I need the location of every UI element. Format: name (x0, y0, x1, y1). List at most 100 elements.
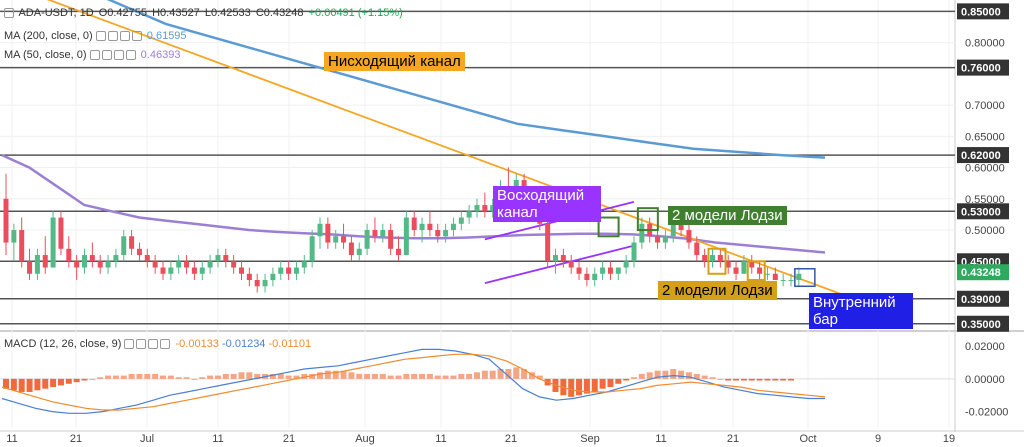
macd-histogram-bar (3, 378, 9, 389)
macd-histogram-bar (693, 373, 700, 379)
macd-histogram-bar (371, 373, 378, 379)
low-value: L0.42533 (204, 7, 251, 19)
close-icon[interactable] (119, 31, 130, 42)
macd-histogram-bar (568, 378, 575, 397)
ma200-legend[interactable]: MA (200, close, 0) 0.61595 (4, 30, 187, 42)
level-price-tag (957, 203, 1009, 220)
candle-body (191, 267, 197, 274)
macd-histogram-bar (654, 370, 661, 379)
macd-histogram-bar (623, 378, 630, 381)
eye-icon[interactable] (89, 50, 100, 61)
more-icon[interactable] (131, 31, 142, 42)
candle-body (639, 223, 645, 243)
macd-histogram-bar (42, 378, 49, 389)
macd-histogram-bar (756, 378, 763, 381)
candle-body (89, 255, 95, 262)
gear-icon[interactable] (136, 339, 147, 350)
macd-histogram-bar (528, 372, 535, 379)
macd-histogram-bar (136, 373, 143, 379)
macd-histogram-bar (57, 378, 64, 386)
macd-histogram-bar (748, 378, 755, 381)
macd-histogram-bar (81, 378, 88, 381)
candle-body (764, 273, 770, 275)
macd-histogram-bar (474, 372, 480, 379)
price-tick-label: 0.50000 (965, 225, 1005, 237)
time-tick-label: Aug (355, 433, 375, 445)
time-tick-label: 19 (943, 433, 955, 445)
candle-body (121, 236, 127, 256)
macd-histogram-bar (112, 375, 119, 379)
macd-histogram-bar (120, 375, 127, 379)
macd-histogram-bar (591, 378, 598, 392)
candle-body (286, 267, 292, 274)
annotation-ascending-channel[interactable]: Восходящий канал (493, 186, 601, 222)
candle-body (545, 223, 551, 262)
macd-line-value: -0.01234 (222, 338, 266, 350)
level-price-tag (957, 290, 1009, 307)
macd-histogram-bar (10, 378, 17, 391)
annotation-descending-channel[interactable]: Нисходящий канал (324, 52, 465, 71)
macd-label: MACD (12, 26, close, 9) (4, 338, 122, 350)
doji-highlight-box (746, 260, 766, 282)
candle-body (42, 255, 48, 268)
ma50-legend[interactable]: MA (50, close, 0) 0.46393 (4, 49, 180, 61)
collapse-icon[interactable] (4, 8, 14, 19)
candle-body (144, 255, 150, 262)
candle-body (615, 267, 621, 274)
macd-histogram-bar (458, 373, 465, 379)
macd-tick-label: 0.02000 (965, 341, 1005, 353)
macd-histogram-bar (285, 375, 292, 379)
annotation-inside-bar[interactable]: Внутренний бар (809, 293, 913, 329)
last-price-label: 0.43248 (961, 267, 1001, 279)
candle-body (129, 236, 135, 249)
candle-body (19, 230, 25, 262)
gear-icon[interactable] (107, 31, 118, 42)
eye-icon[interactable] (124, 339, 135, 350)
level-price-label: 0.76000 (961, 63, 1001, 75)
candle-body (34, 255, 40, 274)
macd-histogram-bar (379, 373, 386, 379)
ma50-label: MA (50, close, 0) (4, 49, 87, 61)
gear-icon[interactable] (101, 50, 112, 61)
macd-histogram-bar (670, 369, 677, 379)
annotation-doji-bottom[interactable]: 2 модели Лодзи (658, 281, 777, 300)
macd-histogram-bar (230, 373, 237, 379)
macd-histogram-bar (709, 377, 716, 379)
close-icon[interactable] (113, 50, 124, 61)
macd-signal-line (1, 353, 826, 411)
doji-highlight-box (636, 207, 659, 232)
macd-histogram-bar (631, 377, 637, 379)
candle-body (592, 273, 598, 281)
level-price-label: 0.53000 (961, 206, 1001, 218)
time-tick-label: 21 (505, 433, 517, 445)
macd-histogram-bar (332, 370, 339, 379)
macd-histogram-bar (144, 373, 151, 379)
candle-body (309, 236, 315, 262)
candle-body (607, 267, 613, 274)
macd-histogram-bar (191, 378, 198, 380)
macd-histogram-bar (685, 372, 692, 379)
macd-histogram-bar (678, 370, 685, 379)
candle-body (576, 267, 582, 274)
macd-histogram-bar (403, 373, 410, 379)
candle-body (772, 273, 778, 281)
more-icon[interactable] (160, 339, 171, 350)
macd-legend[interactable]: MACD (12, 26, close, 9) -0.00133 -0.0123… (4, 338, 311, 350)
candle-body (372, 230, 378, 237)
close-icon[interactable] (148, 339, 159, 350)
more-icon[interactable] (125, 50, 136, 61)
macd-histogram-bar (411, 373, 418, 379)
macd-histogram-bar (419, 373, 426, 379)
candle-body (631, 242, 637, 262)
candle-body (254, 280, 260, 287)
annotation-doji-top[interactable]: 2 модели Лодзи (668, 206, 787, 225)
macd-histogram-bar (89, 378, 96, 380)
macd-histogram-bar (175, 377, 182, 379)
symbol-label[interactable]: ADA-USDT, 1D (18, 7, 94, 19)
candle-body (239, 267, 244, 274)
macd-histogram-bar (356, 373, 363, 379)
eye-icon[interactable] (95, 31, 106, 42)
candle-body (364, 230, 370, 249)
